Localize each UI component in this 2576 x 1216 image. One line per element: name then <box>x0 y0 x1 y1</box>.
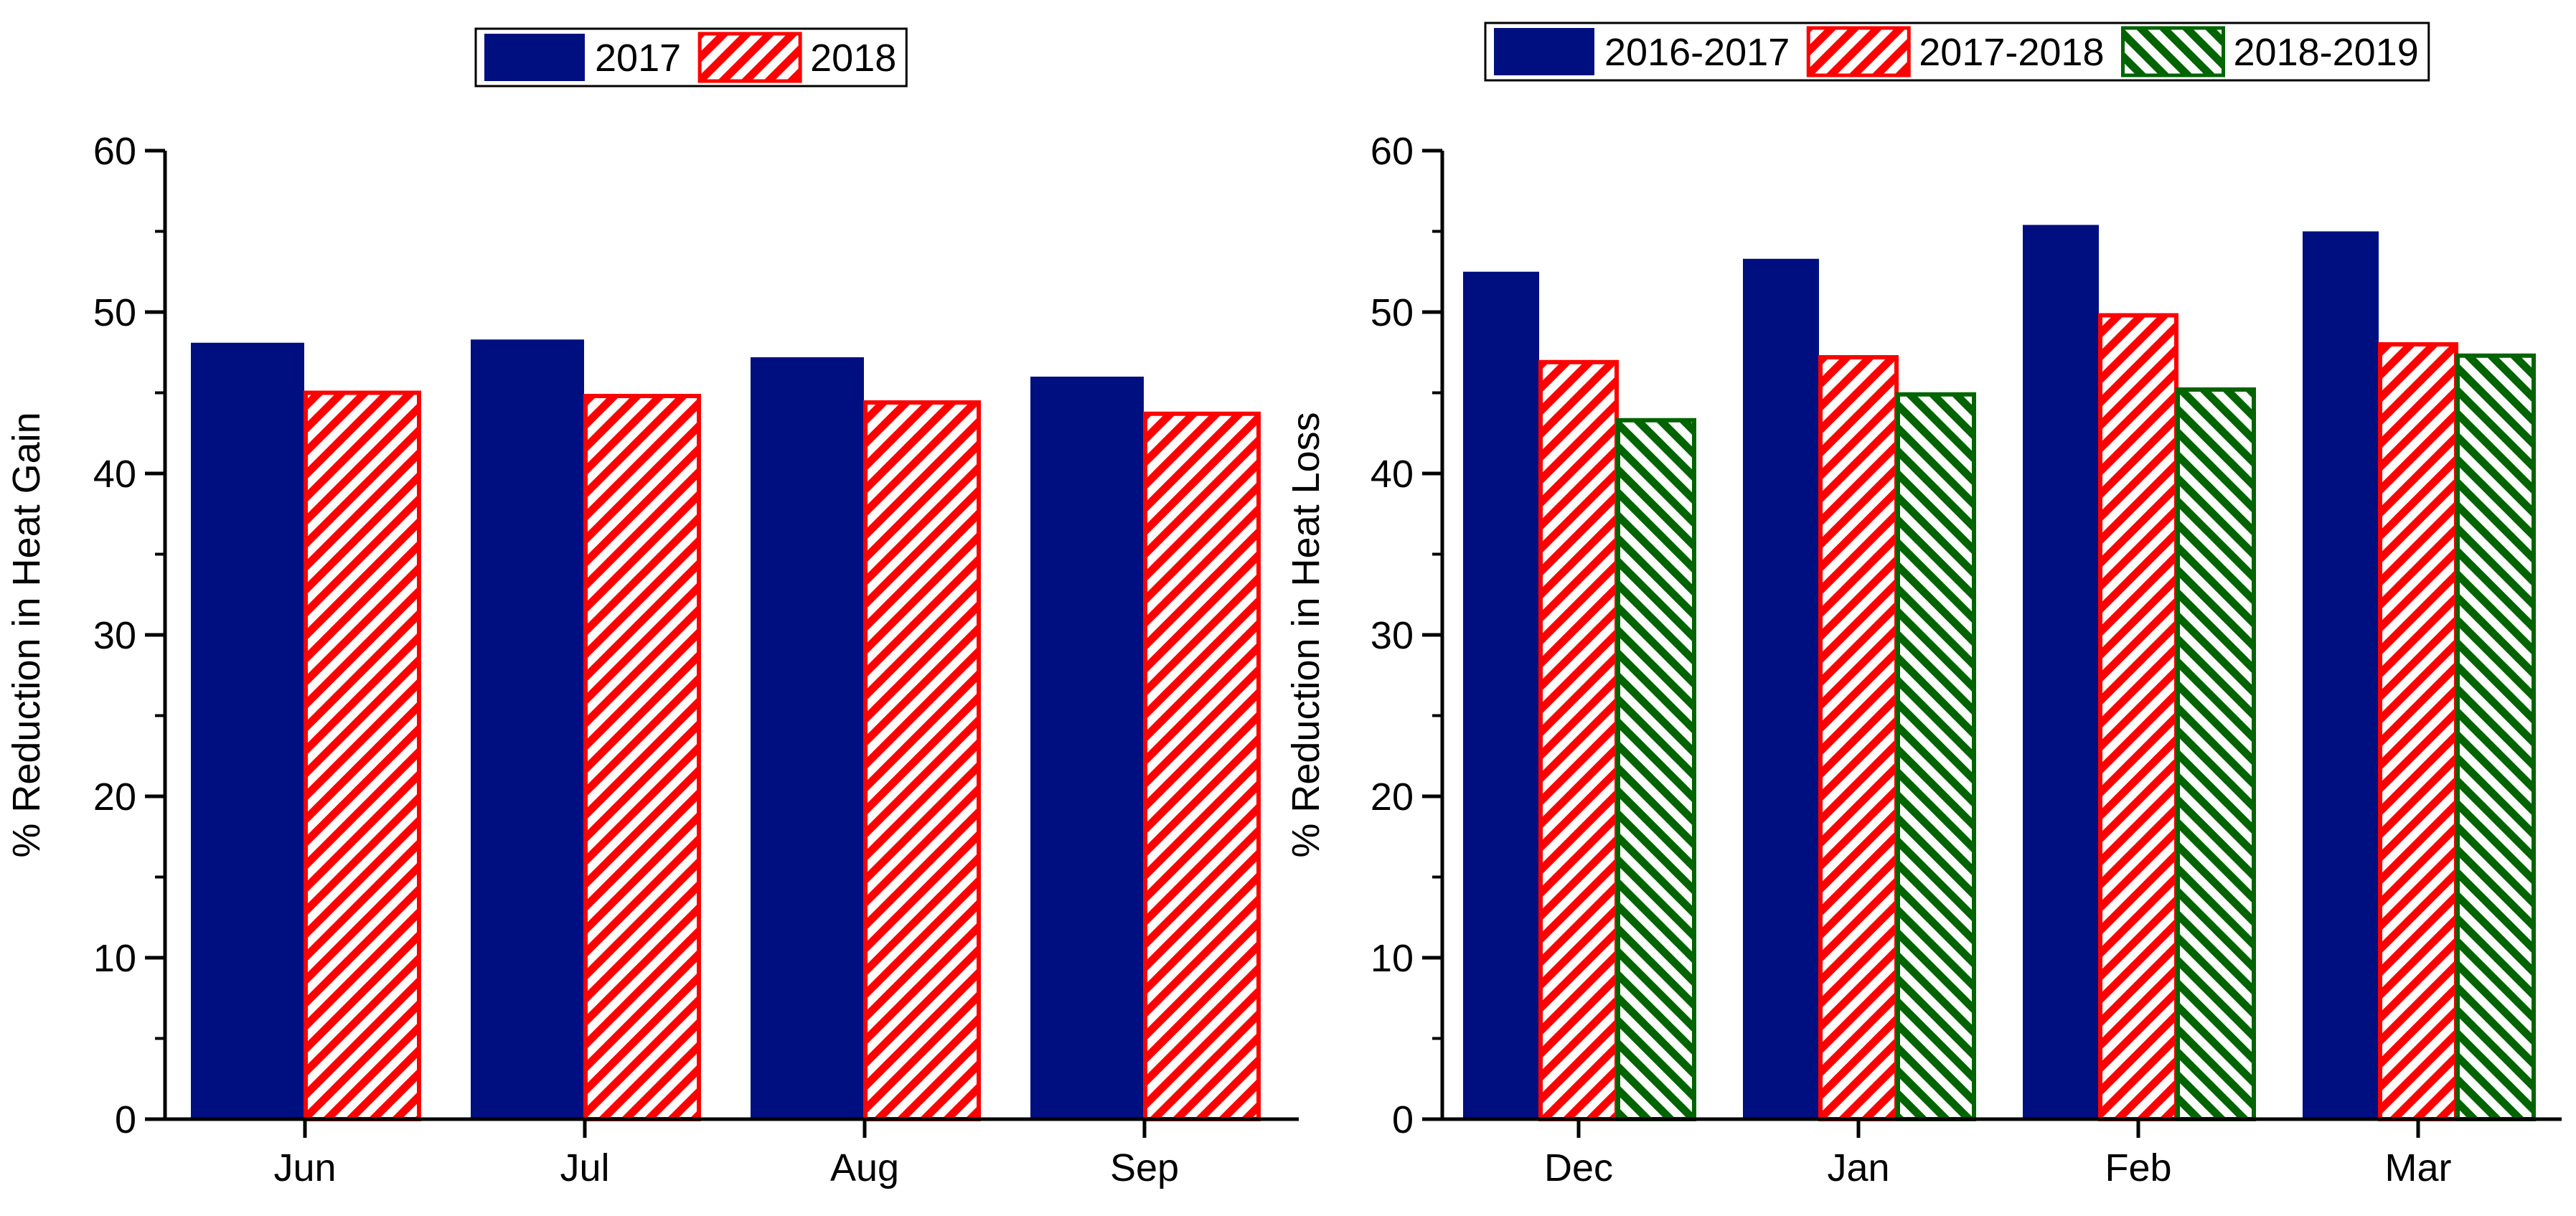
legend-swatch-2016-2017 <box>1494 28 1594 75</box>
bar-mar-2018-2019 <box>2455 353 2536 1121</box>
y-tick-label: 0 <box>115 1098 136 1141</box>
y-tick-label: 60 <box>1371 130 1414 173</box>
bar-jun-2018 <box>304 390 421 1121</box>
y-axis-label: % Reduction in Heat Loss <box>1284 412 1327 857</box>
y-axis-label: % Reduction in Heat Gain <box>5 412 48 857</box>
bar-dec-2016-2017 <box>1463 271 1539 1119</box>
legend-frame <box>1484 22 2430 82</box>
legend-swatch-2017 <box>484 34 585 81</box>
legend-label-2018-2019: 2018-2019 <box>2234 31 2419 74</box>
y-tick-label: 20 <box>1371 776 1414 819</box>
bar-mar-2017-2018 <box>2378 342 2458 1121</box>
bar-jan-2017-2018 <box>1818 355 1899 1121</box>
heat-gain-chart: 0 10 20 30 40 50 60 Jun Jul Aug Sep % Reduction in … <box>5 27 1299 1189</box>
y-tick-label: 50 <box>1371 291 1414 334</box>
y-tick-label: 10 <box>1371 937 1414 980</box>
heat-loss-chart: 0 10 20 30 40 50 60 Dec Jan Feb Mar % Reduction in … <box>1284 22 2562 1189</box>
legend: 2017 2018 <box>474 27 908 88</box>
x-tick-label-dec: Dec <box>1544 1146 1613 1189</box>
bar-feb-2018-2019 <box>2176 387 2256 1121</box>
x-tick-label-feb: Feb <box>2105 1146 2171 1189</box>
bar-aug-2018 <box>863 400 981 1121</box>
bar-sep-2018 <box>1143 411 1261 1121</box>
legend-label-2017-2018: 2017-2018 <box>1919 31 2104 74</box>
legend-swatch-2018 <box>697 32 802 83</box>
bar-sep-2017 <box>1030 377 1144 1119</box>
x-tick-label-jul: Jul <box>560 1146 609 1189</box>
bar-aug-2017 <box>751 357 864 1119</box>
bar-jul-2017 <box>471 339 584 1119</box>
bar-dec-2017-2018 <box>1538 359 1619 1121</box>
bar-feb-2017-2018 <box>2098 313 2178 1121</box>
bar-feb-2016-2017 <box>2023 225 2099 1119</box>
x-tick-label-sep: Sep <box>1110 1146 1179 1189</box>
y-tick-label: 60 <box>93 130 136 173</box>
x-tick-label-jun: Jun <box>273 1146 336 1189</box>
bar-mar-2016-2017 <box>2303 231 2379 1119</box>
y-tick-label: 30 <box>1371 614 1414 657</box>
legend-label-2018: 2018 <box>810 37 896 80</box>
legend: 2016-2017 2017-2018 2018-2019 <box>1484 22 2430 82</box>
legend-swatch-2017-2018 <box>1806 26 1911 77</box>
bar-jan-2018-2019 <box>1896 392 1976 1121</box>
x-tick-label-aug: Aug <box>830 1146 899 1189</box>
y-tick-label: 30 <box>93 614 136 657</box>
bar-jul-2018 <box>583 394 701 1121</box>
legend-label-2017: 2017 <box>595 37 681 80</box>
x-tick-label-jan: Jan <box>1827 1146 1889 1189</box>
bar-jun-2017 <box>191 342 304 1119</box>
legend-swatch-2018-2019 <box>2121 26 2225 77</box>
y-tick-label: 40 <box>93 453 136 496</box>
y-tick-label: 40 <box>1371 453 1414 496</box>
x-tick-label-mar: Mar <box>2385 1146 2452 1189</box>
bar-dec-2018-2019 <box>1616 418 1696 1121</box>
y-tick-label: 50 <box>93 291 136 334</box>
y-tick-label: 0 <box>1392 1098 1414 1141</box>
y-tick-label: 20 <box>93 776 136 819</box>
bar-jan-2016-2017 <box>1743 258 1819 1119</box>
legend-label-2016-2017: 2016-2017 <box>1604 31 1790 74</box>
y-tick-label: 10 <box>93 937 136 980</box>
